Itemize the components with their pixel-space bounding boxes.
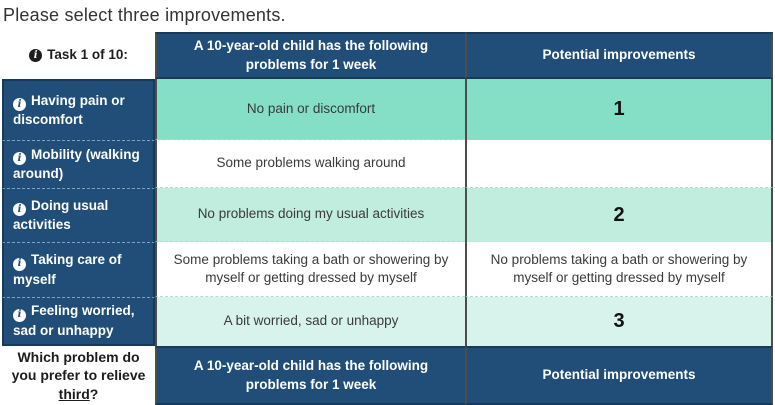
improvement-cell-selfcare[interactable]: No problems taking a bath or showering b…	[465, 242, 773, 297]
dimension-label: Feeling worried, sad or unhappy	[13, 303, 135, 338]
improvement-cell-worried[interactable]: 3	[465, 297, 773, 346]
dimension-label: Having pain or discomfort	[13, 92, 125, 128]
page-title: Please select three improvements.	[3, 5, 286, 25]
footer-question-prefix: Which problem do you prefer to relieve	[11, 349, 146, 384]
problem-cell-selfcare: Some problems taking a bath or showering…	[155, 242, 465, 297]
dimension-cell-worried: i Feeling worried, sad or unhappy	[2, 297, 155, 346]
info-icon[interactable]: i	[13, 308, 26, 322]
problem-cell-worried: A bit worried, sad or unhappy	[155, 297, 465, 346]
dce-task-table: i Task 1 of 10: A 10-year-old child has …	[2, 32, 773, 405]
info-icon[interactable]: i	[13, 152, 26, 166]
dimension-cell-selfcare: i Taking care of myself	[2, 242, 155, 297]
dimension-label: Taking care of myself	[13, 252, 122, 287]
footer-question-emphasis: third	[58, 385, 90, 402]
rank-value: 1	[613, 98, 625, 120]
column-header-problems: A 10-year-old child has the following pr…	[155, 32, 465, 79]
info-icon[interactable]: i	[13, 257, 26, 271]
info-icon[interactable]: i	[13, 203, 26, 217]
dimension-cell-mobility: i Mobility (walking around)	[2, 140, 155, 188]
task-progress-cell: i Task 1 of 10:	[2, 32, 155, 79]
footer-header-problems: A 10-year-old child has the following pr…	[155, 346, 465, 405]
column-header-improvements: Potential improvements	[465, 32, 773, 79]
dimension-cell-pain: i Having pain or discomfort	[2, 79, 155, 140]
rank-value: 3	[613, 310, 625, 332]
problem-cell-activities: No problems doing my usual activities	[155, 188, 465, 242]
rank-value: 2	[613, 203, 625, 226]
dimension-label: Mobility (walking around)	[13, 146, 140, 182]
improvement-cell-activities[interactable]: 2	[465, 188, 773, 242]
footer-question-suffix: ?	[89, 385, 99, 402]
dimension-label: Doing usual activities	[13, 197, 109, 233]
task-progress-label: Task 1 of 10:	[47, 47, 128, 63]
improvement-cell-pain[interactable]: 1	[465, 79, 773, 140]
info-icon[interactable]: i	[29, 49, 43, 62]
footer-header-improvements: Potential improvements	[465, 346, 773, 405]
improvement-cell-mobility[interactable]	[465, 140, 773, 188]
problem-cell-pain: No pain or discomfort	[155, 79, 465, 140]
footer-question-cell: Which problem do you prefer to relieve t…	[2, 346, 155, 405]
info-icon[interactable]: i	[13, 98, 26, 112]
problem-cell-mobility: Some problems walking around	[155, 140, 465, 188]
dimension-cell-activities: i Doing usual activities	[2, 188, 155, 242]
